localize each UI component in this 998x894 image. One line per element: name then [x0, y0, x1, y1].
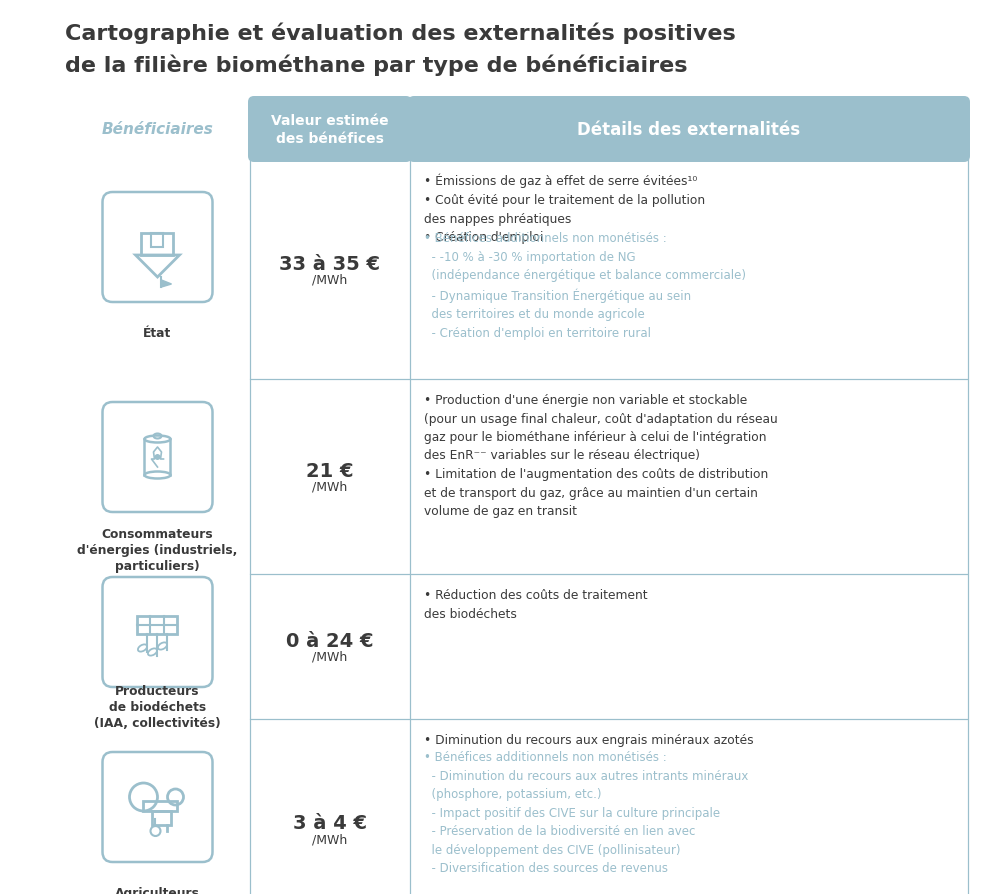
- Text: • Diminution du recours aux engrais minéraux azotés: • Diminution du recours aux engrais miné…: [424, 733, 753, 746]
- Bar: [152, 233, 164, 248]
- FancyBboxPatch shape: [248, 97, 412, 163]
- Circle shape: [155, 454, 161, 460]
- FancyBboxPatch shape: [103, 578, 213, 687]
- Text: 3 à 4 €: 3 à 4 €: [293, 814, 367, 832]
- Text: Détails des externalités: Détails des externalités: [578, 121, 800, 139]
- Text: 33 à 35 €: 33 à 35 €: [279, 254, 380, 274]
- FancyBboxPatch shape: [103, 193, 213, 303]
- Text: • Production d'une énergie non variable et stockable
(pour un usage final chaleu: • Production d'une énergie non variable …: [424, 393, 777, 518]
- Text: • Émissions de gaz à effet de serre évitées¹⁰
• Coût évité pour le traitement de: • Émissions de gaz à effet de serre évit…: [424, 173, 706, 244]
- Text: État: État: [144, 327, 172, 340]
- Text: /MWh: /MWh: [312, 480, 347, 493]
- Polygon shape: [162, 281, 172, 288]
- Text: /MWh: /MWh: [312, 832, 347, 846]
- Text: • Bénéfices additionnels non monétisés :
  - Diminution du recours aux autres in: • Bénéfices additionnels non monétisés :…: [424, 751, 748, 874]
- Text: • Réduction des coûts de traitement
des biodéchets: • Réduction des coûts de traitement des …: [424, 588, 648, 620]
- Text: Producteurs
de biodéchets
(IAA, collectivités): Producteurs de biodéchets (IAA, collecti…: [94, 685, 221, 730]
- Text: Valeur estimée
des bénéfices: Valeur estimée des bénéfices: [271, 114, 389, 146]
- FancyBboxPatch shape: [103, 402, 213, 512]
- Text: • Bénéfices additionnels non monétisés :
  - -10 % à -30 % importation de NG
  (: • Bénéfices additionnels non monétisés :…: [424, 232, 746, 340]
- Text: /MWh: /MWh: [312, 650, 347, 663]
- FancyBboxPatch shape: [103, 752, 213, 862]
- Text: /MWh: /MWh: [312, 274, 347, 286]
- Text: Bénéficiaires: Bénéficiaires: [102, 122, 214, 138]
- Text: 0 à 24 €: 0 à 24 €: [286, 631, 373, 650]
- Text: Agriculteurs: Agriculteurs: [115, 886, 200, 894]
- Text: de la filière biométhane par type de bénéficiaires: de la filière biométhane par type de bén…: [65, 54, 688, 75]
- Text: Cartographie et évaluation des externalités positives: Cartographie et évaluation des externali…: [65, 22, 736, 44]
- Text: Consommateurs
d'énergies (industriels,
particuliers): Consommateurs d'énergies (industriels, p…: [77, 527, 238, 572]
- FancyBboxPatch shape: [408, 97, 970, 163]
- Text: 21 €: 21 €: [306, 461, 353, 480]
